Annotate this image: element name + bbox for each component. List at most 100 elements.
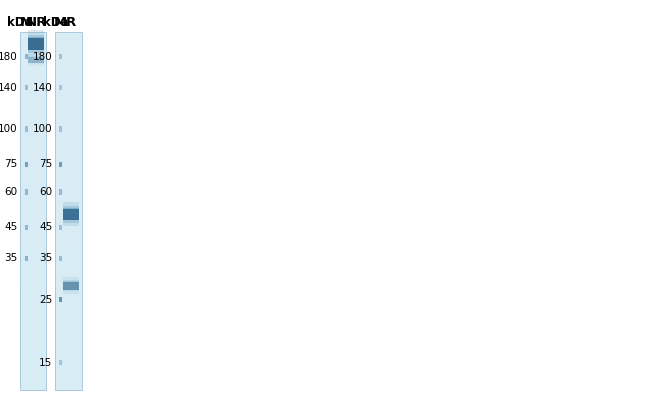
Bar — [55, 139, 81, 149]
Text: 180: 180 — [0, 52, 18, 62]
Bar — [20, 282, 46, 292]
Text: 140: 140 — [0, 83, 18, 93]
Bar — [55, 310, 81, 318]
Bar — [55, 166, 81, 175]
Bar — [25, 255, 29, 261]
Bar — [20, 265, 46, 274]
Bar — [20, 68, 46, 77]
Text: 15: 15 — [39, 357, 53, 367]
Bar — [20, 318, 46, 327]
Bar — [20, 149, 46, 157]
Bar — [20, 300, 46, 310]
Bar — [20, 220, 46, 229]
Bar — [55, 149, 81, 157]
Bar — [55, 220, 81, 229]
Bar — [29, 35, 44, 53]
Bar — [63, 206, 79, 223]
Bar — [55, 300, 81, 310]
Bar — [59, 360, 62, 365]
Text: 75: 75 — [39, 159, 53, 169]
Bar — [55, 256, 81, 265]
Bar — [20, 238, 46, 247]
Bar — [55, 363, 81, 372]
Bar — [20, 113, 46, 121]
Bar — [55, 175, 81, 184]
Bar — [59, 54, 62, 59]
Bar — [20, 336, 46, 345]
Text: 25: 25 — [39, 295, 53, 305]
Bar — [25, 225, 29, 230]
Bar — [55, 247, 81, 256]
Bar — [55, 211, 81, 220]
Bar — [63, 280, 79, 292]
Text: 60: 60 — [40, 187, 53, 197]
Bar — [55, 354, 81, 363]
Bar — [29, 56, 44, 64]
Bar — [29, 57, 44, 63]
Text: 100: 100 — [0, 124, 18, 134]
Bar — [29, 57, 44, 63]
Bar — [55, 68, 81, 77]
Bar — [20, 139, 46, 149]
Bar — [55, 274, 81, 282]
Bar — [63, 208, 79, 220]
Bar — [55, 41, 81, 50]
Bar — [25, 54, 29, 59]
Bar — [55, 318, 81, 327]
Bar — [55, 345, 81, 354]
Bar — [20, 372, 46, 381]
Bar — [55, 282, 81, 292]
Bar — [25, 189, 29, 195]
Bar — [25, 162, 29, 167]
Bar — [20, 184, 46, 193]
Bar — [55, 86, 81, 95]
Bar — [63, 282, 79, 290]
Bar — [59, 189, 62, 195]
Text: R: R — [66, 15, 76, 29]
Bar — [20, 32, 46, 41]
Bar — [20, 121, 46, 131]
Bar — [29, 37, 44, 50]
Bar — [20, 32, 46, 390]
Bar — [20, 327, 46, 336]
Bar — [55, 265, 81, 274]
Text: M: M — [20, 15, 33, 29]
Bar — [63, 277, 79, 294]
Bar — [20, 193, 46, 202]
Text: 60: 60 — [5, 187, 18, 197]
Bar — [29, 30, 44, 57]
Bar — [59, 225, 62, 230]
Bar — [63, 209, 79, 220]
Bar — [55, 193, 81, 202]
Text: 75: 75 — [5, 159, 18, 169]
Bar — [63, 282, 79, 290]
Text: 180: 180 — [32, 52, 53, 62]
Bar — [55, 32, 81, 390]
Bar — [20, 166, 46, 175]
Text: kDa: kDa — [8, 15, 33, 29]
Bar — [55, 372, 81, 381]
Bar — [20, 256, 46, 265]
Text: NR: NR — [25, 15, 47, 29]
Bar — [55, 238, 81, 247]
Bar — [55, 104, 81, 113]
Bar — [55, 202, 81, 211]
Bar — [55, 77, 81, 86]
Bar — [55, 184, 81, 193]
Text: 45: 45 — [5, 222, 18, 232]
Bar — [20, 354, 46, 363]
Bar — [55, 95, 81, 104]
Bar — [20, 77, 46, 86]
Bar — [55, 32, 81, 41]
Bar — [59, 255, 62, 261]
Bar — [59, 85, 62, 90]
Text: kDa: kDa — [42, 15, 68, 29]
Bar — [55, 336, 81, 345]
Text: 35: 35 — [39, 253, 53, 263]
Bar — [55, 113, 81, 121]
Bar — [59, 162, 62, 167]
Bar — [55, 327, 81, 336]
Bar — [20, 274, 46, 282]
Bar — [29, 38, 44, 50]
Text: M: M — [54, 15, 67, 29]
